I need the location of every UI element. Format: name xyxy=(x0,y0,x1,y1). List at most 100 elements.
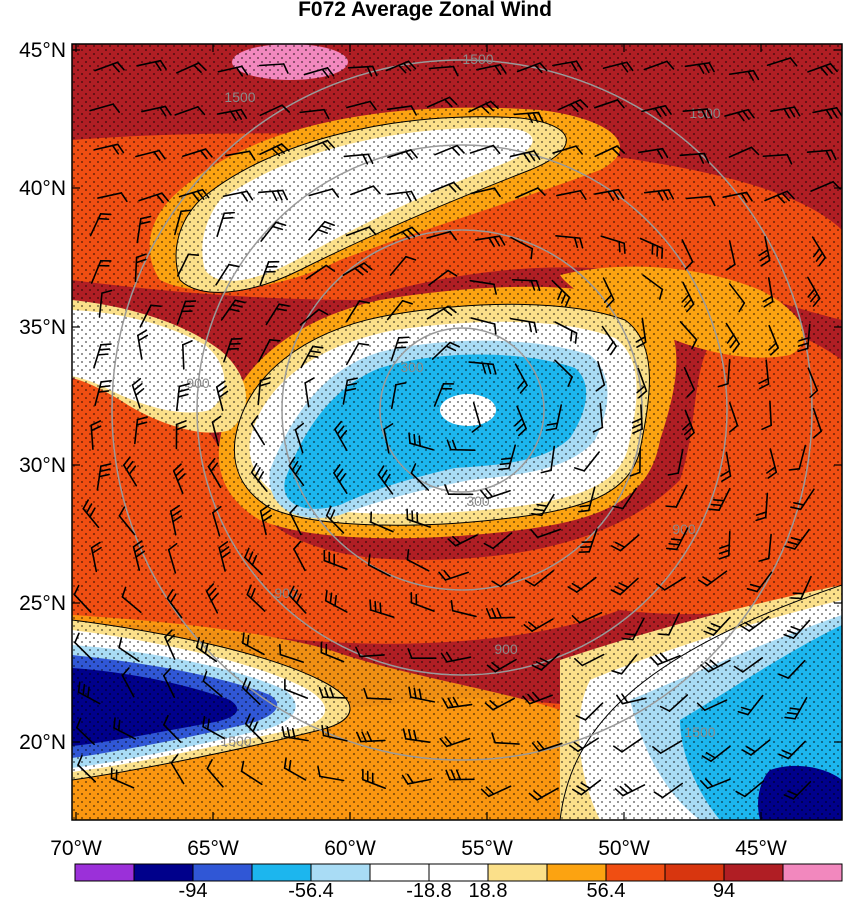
x-tick-label: 70°W xyxy=(50,837,102,860)
wind-barb xyxy=(172,463,186,495)
wind-barb xyxy=(283,757,307,781)
wind-barb xyxy=(491,732,520,745)
wind-barb xyxy=(728,401,739,433)
wind-barb xyxy=(167,542,178,574)
wind-barb xyxy=(244,713,264,742)
wind-barb xyxy=(514,363,528,394)
wind-barb xyxy=(407,648,437,660)
wind-barb xyxy=(612,487,637,510)
wind-barb xyxy=(246,584,266,612)
wind-barb xyxy=(491,571,521,588)
wind-barb xyxy=(390,382,407,410)
wind-barb xyxy=(790,575,812,600)
wind-barb xyxy=(288,585,307,614)
wind-barb xyxy=(755,492,769,522)
range-ring-label: 900 xyxy=(494,641,518,657)
wind-barb xyxy=(725,240,736,271)
wind-barb xyxy=(308,220,335,241)
wind-barb xyxy=(483,532,513,550)
wind-barb xyxy=(202,670,223,698)
wind-barb xyxy=(655,576,686,591)
colorbar-tick-label: 94 xyxy=(713,880,735,900)
wind-barb xyxy=(386,105,417,116)
wind-barb xyxy=(175,420,187,450)
wind-barb xyxy=(643,189,675,201)
wind-barb xyxy=(616,693,647,705)
wind-barb xyxy=(342,262,373,276)
wind-barb xyxy=(241,632,265,656)
wind-barb xyxy=(697,570,728,587)
x-tick-label: 55°W xyxy=(461,837,513,860)
wind-barb xyxy=(540,445,556,474)
wind-barb xyxy=(446,439,476,452)
wind-barb xyxy=(305,264,336,280)
wind-barb xyxy=(610,577,639,596)
wind-barb xyxy=(90,541,102,573)
wind-barb xyxy=(259,143,290,157)
wind-barb xyxy=(389,255,417,276)
wind-barb xyxy=(93,343,112,369)
wind-barb xyxy=(635,317,647,348)
wind-barb xyxy=(299,308,329,326)
wind-barb xyxy=(89,103,120,113)
wind-barb xyxy=(177,253,200,277)
wind-barb xyxy=(768,324,779,356)
wind-barb xyxy=(653,782,683,799)
colorbar-cell xyxy=(192,863,253,882)
wind-barb xyxy=(724,108,755,122)
wind-barb xyxy=(206,758,224,788)
wind-barb xyxy=(428,269,458,286)
wind-barb xyxy=(347,65,378,77)
wind-barb xyxy=(770,106,801,119)
wind-barb xyxy=(614,783,646,797)
wind-barb xyxy=(308,188,340,198)
wind-barb xyxy=(552,60,583,72)
wind-barb xyxy=(118,637,140,662)
wind-barb xyxy=(377,465,394,495)
wind-barb xyxy=(531,653,560,671)
wind-barb xyxy=(333,464,348,494)
colorbar xyxy=(74,863,843,882)
wind-barb xyxy=(162,667,176,699)
wind-barb xyxy=(703,616,731,636)
wind-barb xyxy=(207,457,222,489)
wind-barb xyxy=(574,653,605,667)
wind-barb xyxy=(666,527,689,551)
wind-barb xyxy=(643,60,675,71)
wind-barb xyxy=(572,779,602,796)
wind-barb xyxy=(355,646,385,658)
y-tick-label: 30°N xyxy=(19,454,66,477)
wind-barb xyxy=(279,643,304,663)
wind-barb xyxy=(212,505,222,537)
wind-barb xyxy=(406,508,431,528)
wind-barb xyxy=(430,181,462,193)
wind-barb xyxy=(595,360,606,392)
wind-barb xyxy=(73,584,92,613)
wind-barb xyxy=(571,611,603,624)
wind-barb xyxy=(530,528,562,539)
wind-barb xyxy=(569,737,599,753)
wind-barb xyxy=(725,322,740,353)
wind-barb xyxy=(470,187,501,198)
wind-barb xyxy=(259,260,280,286)
colorbar-cell xyxy=(310,863,371,882)
wind-barb xyxy=(762,153,793,165)
wind-barb xyxy=(762,277,774,308)
wind-barb xyxy=(90,420,102,450)
y-tick-label: 20°N xyxy=(19,731,66,754)
x-tick-label: 60°W xyxy=(324,837,376,860)
wind-barb xyxy=(406,548,430,572)
wind-barb xyxy=(557,99,589,113)
wind-barb xyxy=(258,189,288,202)
wind-barb xyxy=(132,540,146,571)
wind-barb xyxy=(356,731,386,743)
wind-barb xyxy=(241,677,261,706)
wind-barb xyxy=(812,106,842,120)
wind-barb xyxy=(510,236,534,260)
colorbar-cell xyxy=(487,863,548,882)
wind-barb xyxy=(121,586,142,614)
wind-barb xyxy=(444,484,474,496)
wind-barb xyxy=(788,444,807,471)
wind-barb xyxy=(636,367,648,399)
colorbar-cell xyxy=(251,863,312,882)
